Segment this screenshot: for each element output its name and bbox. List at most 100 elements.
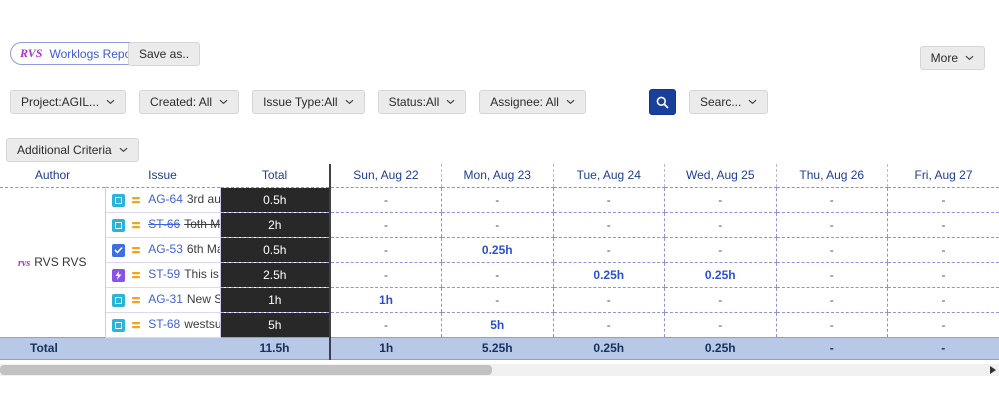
epic-type-icon [111, 268, 125, 282]
issue-cell: ST-68westsub [105, 312, 221, 338]
worklog-cell: - [664, 212, 776, 238]
subtask-type-icon [111, 193, 125, 207]
worklog-cell: - [552, 212, 665, 238]
issue-summary: New Su... [186, 292, 219, 307]
col-header-date: Thu, Aug 26 [775, 164, 888, 188]
day-total-cell: 0.25h [553, 336, 665, 360]
created-filter-dropdown[interactable]: Created: All [139, 90, 240, 114]
worklog-cell: - [775, 237, 888, 263]
col-header-date: Mon, Aug 23 [441, 164, 553, 188]
row-total-cell: 5h [220, 312, 331, 338]
worklog-cell: - [775, 262, 888, 288]
subtask-type-icon [111, 318, 125, 332]
worklog-cell: - [775, 287, 888, 313]
col-header-issue: Issue [105, 164, 220, 188]
worklog-cell: - [664, 312, 776, 338]
additional-criteria-button[interactable]: Additional Criteria [6, 138, 139, 162]
issue-summary: 3rd aug ... [186, 192, 219, 207]
chevron-down-icon [119, 147, 128, 153]
issue-summary: This is an... [184, 267, 219, 282]
chevron-down-icon [748, 99, 757, 105]
row-total-cell: 0.5h [220, 237, 331, 263]
table-row: ST-68westsub 5h - 5h - - - - [0, 312, 999, 338]
row-total-cell: 2.5h [220, 262, 331, 288]
worklog-cell: - [441, 287, 553, 313]
worklog-cell: - [441, 187, 553, 213]
row-total-cell: 0.5h [220, 187, 331, 213]
worklog-cell: - [329, 312, 442, 338]
col-header-date: Tue, Aug 24 [552, 164, 665, 188]
worklog-cell: 0.25h [552, 262, 665, 288]
search-dropdown[interactable]: Searc... [688, 90, 769, 114]
project-filter-dropdown[interactable]: Project:AGIL... [10, 90, 127, 114]
author-avatar-icon: rvs [18, 258, 31, 269]
row-total-cell: 1h [220, 287, 331, 313]
author-cell: rvs RVS RVS [0, 187, 106, 337]
worklog-cell: - [775, 312, 888, 338]
worklog-cell: - [664, 237, 776, 263]
scroll-right-icon[interactable] [986, 364, 999, 376]
assignee-filter-dropdown[interactable]: Assignee: All [479, 90, 586, 114]
priority-medium-icon [131, 295, 141, 305]
additional-criteria-label: Additional Criteria [17, 143, 112, 157]
worklog-cell: - [887, 312, 999, 338]
col-header-date: Wed, Aug 25 [664, 164, 776, 188]
worklogs-table: Author Issue Total Sun, Aug 22 Mon, Aug … [0, 164, 999, 360]
scrollbar-thumb[interactable] [0, 365, 492, 375]
worklog-cell: - [775, 187, 888, 213]
worklog-cell: - [441, 212, 553, 238]
issue-key-link[interactable]: AG-64 [148, 192, 183, 207]
priority-medium-icon [131, 220, 141, 230]
worklog-cell: - [887, 212, 999, 238]
issue-key-link[interactable]: ST-68 [148, 317, 181, 332]
grand-total-cell: 11.5h [220, 336, 331, 360]
subtask-type-icon [111, 218, 125, 232]
priority-medium-icon [131, 320, 141, 330]
total-row: Total 11.5h 1h 5.25h 0.25h 0.25h - - [0, 336, 999, 360]
status-filter-dropdown[interactable]: Status:All [377, 90, 467, 114]
issue-key-link[interactable]: AG-31 [148, 292, 183, 307]
col-header-date: Sun, Aug 22 [329, 164, 442, 188]
search-button[interactable] [648, 89, 676, 115]
more-button[interactable]: More [919, 46, 985, 70]
search-dropdown-label: Searc... [699, 95, 742, 109]
horizontal-scrollbar[interactable] [0, 364, 999, 376]
issue-key-link[interactable]: ST-59 [148, 267, 181, 282]
filter-bar: Project:AGIL... Created: All Issue Type:… [10, 89, 769, 115]
save-as-button[interactable]: Save as.. [128, 42, 201, 66]
worklog-cell: - [664, 287, 776, 313]
chevron-down-icon [446, 99, 455, 105]
worklog-cell: - [887, 262, 999, 288]
worklog-cell: - [887, 237, 999, 263]
worklog-cell: - [664, 187, 776, 213]
priority-medium-icon [131, 245, 141, 255]
col-header-date: Fri, Aug 27 [887, 164, 999, 188]
report-title-pill[interactable]: RVS Worklogs Report [10, 42, 152, 65]
worklog-cell: - [775, 212, 888, 238]
worklog-cell: 0.25h [664, 262, 776, 288]
issue-key-link[interactable]: AG-53 [148, 242, 183, 257]
issue-summary: 6th May... [186, 242, 219, 257]
day-total-cell: 0.25h [664, 336, 776, 360]
day-total-cell: 5.25h [441, 336, 553, 360]
issue-summary: Toth Ma... [184, 217, 220, 232]
day-total-cell: 1h [330, 336, 442, 360]
worklog-cell: - [552, 187, 665, 213]
assignee-filter-label: Assignee: All [490, 95, 559, 109]
search-icon [656, 96, 669, 109]
worklog-cell: - [552, 237, 665, 263]
total-row-label: Total [0, 336, 220, 360]
worklog-cell: - [552, 312, 665, 338]
author-name: RVS RVS [34, 255, 87, 269]
more-label: More [930, 51, 958, 65]
day-total-cell: - [776, 336, 888, 360]
issue-type-filter-dropdown[interactable]: Issue Type:All [252, 90, 365, 114]
issue-key-link[interactable]: ST-66 [148, 217, 181, 232]
chevron-down-icon [566, 99, 575, 105]
